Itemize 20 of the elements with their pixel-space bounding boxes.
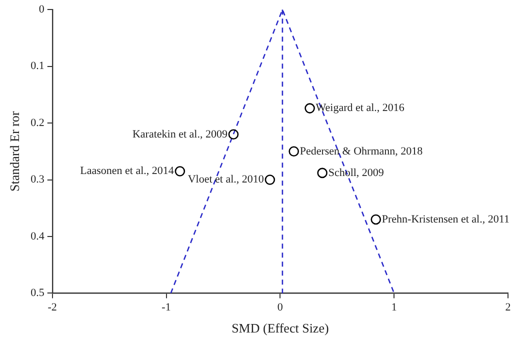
x-tick-label: -1 — [162, 302, 171, 314]
x-tick-label: 2 — [505, 302, 511, 314]
y-tick-label: 0.5 — [30, 287, 45, 300]
annotation: Weigard et al., 2016 — [316, 102, 405, 114]
annotation: Vloet et al., 2010 — [188, 174, 264, 186]
y-tick-label: 0.1 — [30, 60, 44, 72]
annotation: Prehn-Kristensen et al., 2011 — [382, 213, 510, 226]
y-tick-label: 0 — [38, 3, 45, 16]
x-tick-label: 1 — [391, 302, 397, 314]
annotation: Karatekin et al., 2009 — [132, 128, 228, 140]
annotation: Laasonen et al., 2014 — [80, 165, 174, 178]
x-axis-title: SMD (Effect Size) — [232, 320, 329, 336]
x-tick-label: 0 — [277, 302, 284, 314]
annotation: Scholl, 2009 — [328, 166, 384, 179]
y-tick-label: 0.2 — [30, 116, 44, 129]
y-axis-title: Standard Er ror — [7, 110, 22, 192]
x-tick-label: -2 — [48, 302, 57, 314]
annotation: Pedersen & Ohrmann, 2018 — [300, 145, 424, 158]
y-tick-label: 0.3 — [30, 174, 45, 186]
y-tick-label: 0.4 — [30, 230, 45, 242]
